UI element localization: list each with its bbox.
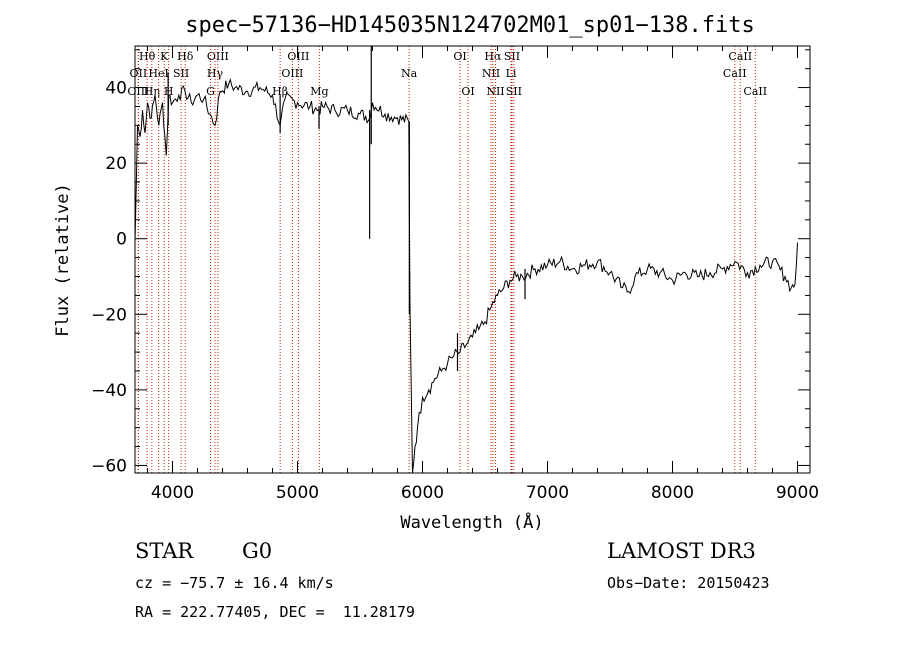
spectral-line-label: CaII: [743, 85, 767, 98]
redshift-cz: cz = −75.7 ± 16.4 km/s: [135, 574, 334, 592]
spectral-line-markers: HθOIIOIIIHηKHeIHHδSIIOIIIHγGOIIIOIIIHβMg…: [127, 46, 767, 473]
y-tick-label: −40: [91, 381, 127, 401]
object-class: STAR: [135, 539, 194, 563]
spectral-line-label: NII: [486, 85, 504, 98]
spectral-line-label: K: [160, 50, 169, 63]
x-axis: 4000 5000 6000 7000 8000 9000: [147, 46, 819, 503]
spectral-line-label: OIII: [287, 50, 309, 63]
spectrum-series: [134, 46, 798, 474]
spectral-line-label: Li: [506, 67, 517, 80]
x-tick-label: 7000: [526, 483, 569, 503]
x-axis-label: Wavelength (Å): [400, 511, 543, 533]
spectrum-line: [134, 77, 798, 474]
spectral-line-label: Mg: [310, 85, 328, 98]
y-tick-label: −20: [91, 305, 127, 325]
spectral-line-label: OIII: [127, 85, 149, 98]
x-tick-label: 8000: [651, 483, 694, 503]
spectral-line-label: Hα: [484, 50, 502, 63]
spectral-line-label: SII: [504, 50, 520, 63]
coordinates: RA = 222.77405, DEC = 11.28179: [135, 603, 415, 621]
x-tick-label: 9000: [776, 483, 819, 503]
y-axis-label: Flux (relative): [53, 183, 73, 337]
spectral-line-label: OI: [453, 50, 466, 63]
spectral-line-label: OIII: [207, 50, 229, 63]
x-tick-label: 6000: [401, 483, 444, 503]
observation-date: Obs−Date: 20150423: [607, 574, 770, 592]
y-tick-label: 20: [105, 154, 127, 174]
spectral-line-label: Hθ: [139, 50, 156, 63]
spectral-line-label: Na: [401, 67, 418, 80]
plot-frame: [134, 45, 811, 474]
spectral-line-label: OIII: [281, 67, 303, 80]
object-subclass: G0: [242, 539, 273, 563]
y-axis: −60 −40 −20 0 20 40: [91, 49, 810, 476]
spectral-line-label: Hδ: [177, 50, 194, 63]
spectral-line-label: G: [206, 85, 215, 98]
spectral-line-label: NII: [482, 67, 500, 80]
x-tick-label: 4000: [151, 483, 194, 503]
y-tick-label: −60: [91, 456, 127, 476]
y-tick-label: 40: [105, 79, 127, 99]
chart-title: spec−57136−HD145035N124702M01_sp01−138.f…: [185, 13, 755, 38]
spectral-line-label: CaII: [728, 50, 752, 63]
survey-name: LAMOST DR3: [607, 539, 756, 563]
spectral-line-label: Hβ: [272, 85, 288, 98]
spectral-line-label: SII: [506, 85, 522, 98]
spectral-line-label: HeI: [148, 67, 168, 80]
spectral-line-label: SII: [173, 67, 189, 80]
x-tick-label: 5000: [276, 483, 319, 503]
y-tick-label: 0: [116, 230, 127, 250]
spectral-line-label: OI: [461, 85, 474, 98]
spectral-line-label: CaII: [723, 67, 747, 80]
spectral-line-label: Hη: [144, 85, 160, 98]
spectral-line-label: Hγ: [207, 67, 224, 80]
